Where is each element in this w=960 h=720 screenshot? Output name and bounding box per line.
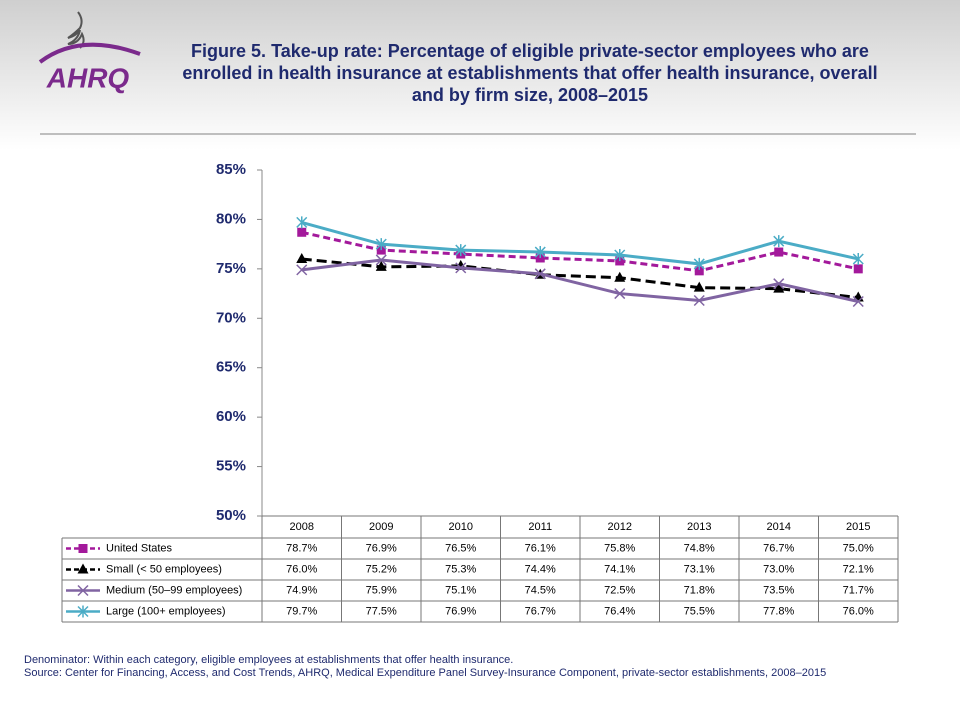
marker (614, 288, 626, 300)
x-tick-label: 2014 (767, 521, 791, 533)
marker (694, 266, 704, 276)
data-label: 76.0% (843, 605, 874, 617)
y-tick-label: 55% (216, 458, 246, 475)
data-label: 76.7% (525, 605, 556, 617)
marker (296, 216, 308, 229)
marker (297, 227, 307, 237)
marker (773, 278, 785, 290)
hhs-logo (67, 11, 85, 49)
marker (455, 262, 467, 274)
marker (455, 244, 467, 257)
data-label: 73.1% (684, 563, 715, 575)
data-label: 77.8% (763, 605, 794, 617)
data-label: 74.9% (286, 584, 317, 596)
data-label: 74.5% (525, 584, 556, 596)
data-label: 77.5% (366, 605, 397, 617)
marker (375, 260, 387, 271)
y-tick-label: 75% (216, 260, 246, 277)
marker (375, 238, 387, 251)
notes: Denominator: Within each category, eligi… (24, 654, 924, 680)
x-tick-label: 2015 (846, 521, 870, 533)
marker (614, 271, 626, 282)
y-tick-label: 70% (216, 309, 246, 326)
y-tick-label: 85% (216, 161, 246, 178)
marker (375, 254, 387, 266)
data-label: 76.5% (445, 542, 476, 554)
title: Figure 5. Take-up rate: Percentage of el… (182, 41, 878, 105)
x-tick-label: 2013 (687, 521, 711, 533)
y-tick-label: 60% (216, 408, 246, 425)
marker (296, 264, 308, 276)
marker (852, 252, 864, 265)
data-label: 75.5% (684, 605, 715, 617)
marker (77, 605, 89, 618)
legend-label: Medium (50–99 employees) (106, 584, 242, 596)
data-label: 71.8% (684, 584, 715, 596)
data-label: 76.9% (366, 542, 397, 554)
data-label: 76.1% (525, 542, 556, 554)
legend-label: Small (< 50 employees) (106, 563, 222, 575)
data-label: 76.0% (286, 563, 317, 575)
data-label: 73.0% (763, 563, 794, 575)
data-label: 74.1% (604, 563, 635, 575)
series-line (301, 258, 859, 303)
marker (693, 281, 705, 292)
x-tick-label: 2008 (290, 521, 314, 533)
marker (534, 268, 546, 280)
data-label: 79.7% (286, 605, 317, 617)
marker (614, 249, 626, 262)
marker (852, 295, 864, 308)
x-tick-label: 2010 (449, 521, 473, 533)
data-label: 74.4% (525, 563, 556, 575)
logo-swoosh (38, 42, 141, 64)
data-label: 76.9% (445, 605, 476, 617)
marker (77, 584, 89, 597)
legend-label: Large (100+ employees) (106, 605, 226, 617)
marker (853, 264, 863, 274)
data-label: 71.7% (843, 584, 874, 596)
x-tick-label: 2012 (608, 521, 632, 533)
series-line (301, 220, 859, 266)
marker (78, 544, 88, 553)
data-label: 75.3% (445, 563, 476, 575)
x-tick-label: 2009 (369, 521, 393, 533)
series-line (301, 230, 859, 273)
y-tick-label: 50% (216, 507, 246, 524)
data-label: 74.8% (684, 542, 715, 554)
data-label: 75.9% (366, 584, 397, 596)
marker (774, 247, 784, 257)
y-tick-label: 80% (216, 210, 246, 227)
y-tick-label: 65% (216, 359, 246, 376)
data-label: 76.4% (604, 605, 635, 617)
marker (693, 294, 705, 307)
series-line (301, 257, 859, 300)
data-label: 76.7% (763, 542, 794, 554)
marker (693, 257, 705, 270)
data-label: 75.0% (843, 542, 874, 554)
note: Source: Center for Financing, Access, an… (24, 667, 827, 679)
legend-label: United States (106, 542, 173, 554)
marker (296, 252, 308, 263)
data-label: 75.8% (604, 542, 635, 554)
note: Denominator: Within each category, eligi… (24, 654, 514, 666)
marker (773, 282, 785, 293)
data-label: 78.7% (286, 542, 317, 554)
plot-area: 50% 55% 60% 65% 70% 75% 80% 85% 2008 2009 2010 2011… (61, 161, 899, 623)
marker (773, 235, 785, 248)
logo-text: AHRQ (46, 62, 130, 93)
data-label: 73.5% (763, 584, 794, 596)
marker (77, 563, 89, 574)
data-label: 72.5% (604, 584, 635, 596)
marker (534, 246, 546, 259)
x-tick-label: 2011 (528, 521, 552, 533)
data-label: 75.1% (445, 584, 476, 596)
data-label: 75.2% (366, 563, 397, 575)
data-label: 72.1% (843, 563, 874, 575)
